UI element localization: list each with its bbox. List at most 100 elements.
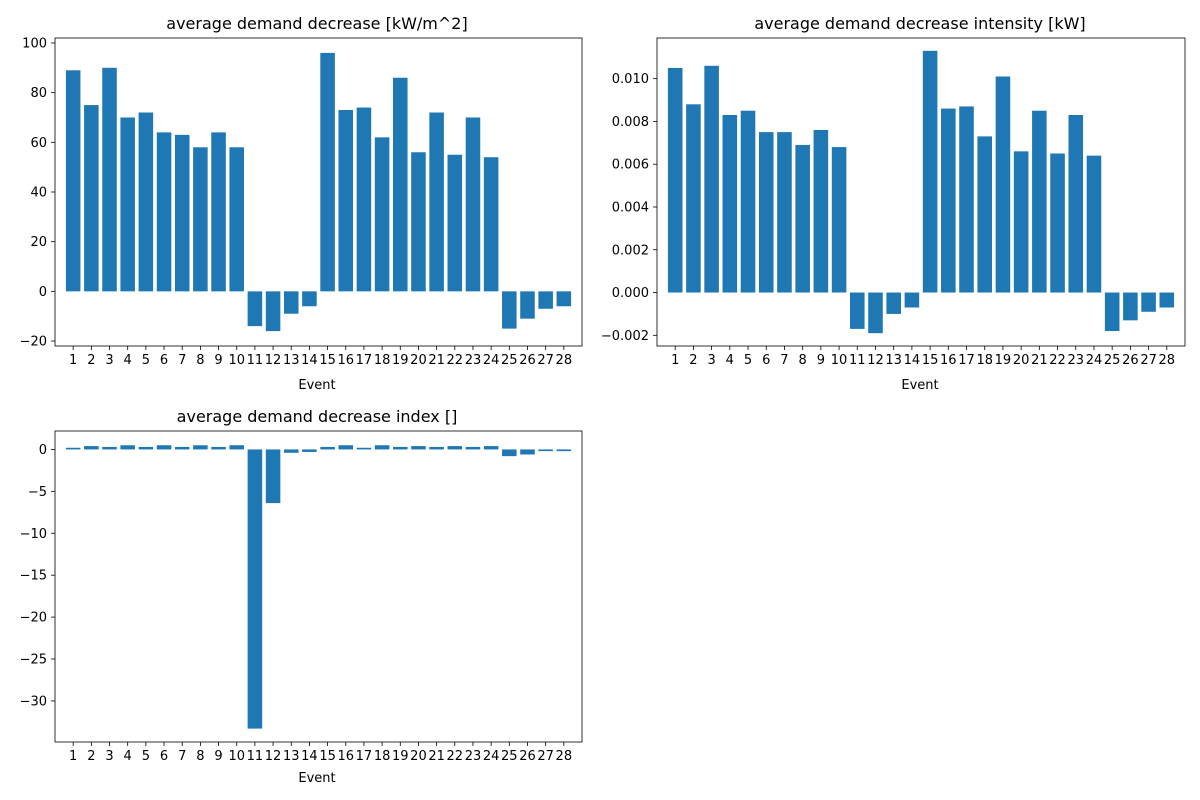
x-tick-label: 24	[483, 353, 500, 368]
x-tick-label: 18	[374, 749, 391, 764]
x-axis-label: Event	[901, 378, 938, 393]
y-tick-label: 40	[30, 186, 47, 201]
y-tick-label: 0.010	[612, 72, 649, 87]
bar-event-12	[265, 449, 281, 504]
bar-event-4	[722, 115, 738, 293]
x-tick-label: 7	[780, 353, 788, 368]
bar-event-5	[138, 446, 154, 450]
chart-title: average demand decrease intensity [kW]	[754, 14, 1085, 33]
bar-event-9	[211, 446, 226, 450]
x-tick-label: 1	[69, 353, 77, 368]
y-tick-label: 0.006	[612, 158, 649, 173]
x-tick-label: 2	[87, 353, 95, 368]
x-tick-label: 27	[537, 749, 554, 764]
bar-event-27	[1141, 292, 1156, 312]
bar-event-6	[758, 132, 774, 293]
x-tick-label: 14	[904, 353, 921, 368]
x-tick-label: 5	[744, 353, 752, 368]
bar-event-27	[538, 449, 553, 452]
bar-event-11	[849, 292, 865, 329]
x-tick-label: 16	[940, 353, 957, 368]
bar-event-24	[1086, 155, 1102, 293]
x-tick-label: 2	[87, 749, 95, 764]
bar-event-6	[156, 445, 172, 450]
bar-event-16	[338, 110, 354, 292]
x-tick-label: 7	[178, 353, 186, 368]
x-tick-label: 10	[228, 353, 245, 368]
y-tick-label: 60	[30, 136, 47, 151]
x-tick-label: 23	[465, 353, 482, 368]
y-tick-label: 20	[30, 235, 47, 250]
x-tick-label: 25	[501, 353, 518, 368]
bar-event-4	[120, 445, 135, 450]
chart-title: average demand decrease index []	[177, 407, 458, 426]
bar-event-6	[156, 132, 172, 292]
bar-event-1	[65, 447, 81, 450]
x-tick-label: 27	[1140, 353, 1157, 368]
bar-event-4	[120, 117, 135, 292]
x-tick-label: 4	[124, 749, 132, 764]
plot-frame	[54, 430, 583, 743]
y-tick-label: 80	[30, 86, 47, 101]
x-tick-label: 8	[196, 749, 204, 764]
x-tick-label: 13	[885, 353, 902, 368]
y-tick-label: −5	[28, 485, 47, 500]
bar-event-27	[538, 291, 553, 309]
bar-event-10	[229, 445, 244, 450]
bar-event-22	[447, 154, 463, 292]
x-tick-label: 28	[556, 749, 573, 764]
x-tick-label: 5	[142, 749, 150, 764]
bar-event-13	[283, 449, 299, 453]
bar-event-9	[211, 132, 226, 292]
x-tick-label: 1	[69, 749, 77, 764]
bar-event-24	[483, 157, 499, 292]
x-tick-label: 22	[447, 353, 464, 368]
bar-event-3	[102, 446, 117, 450]
x-tick-label: 3	[707, 353, 715, 368]
y-tick-label: 0.002	[612, 243, 649, 258]
bar-event-18	[374, 137, 390, 292]
bar-event-28	[556, 291, 572, 307]
x-tick-label: 13	[283, 353, 300, 368]
chart-title: average demand decrease [kW/m^2]	[166, 14, 467, 33]
x-tick-label: 18	[374, 353, 391, 368]
y-tick-label: 0.004	[612, 200, 649, 215]
bar-event-14	[302, 291, 317, 307]
x-tick-label: 22	[1049, 353, 1066, 368]
bar-event-1	[65, 70, 81, 292]
bar-event-24	[483, 446, 499, 450]
bar-event-2	[84, 446, 99, 450]
bar-event-15	[320, 52, 335, 292]
plot-frame	[656, 37, 1186, 347]
x-tick-label: 6	[160, 353, 168, 368]
bar-event-10	[831, 147, 847, 293]
x-tick-label: 18	[976, 353, 993, 368]
x-tick-label: 28	[556, 353, 573, 368]
x-tick-label: 15	[319, 353, 336, 368]
bar-event-17	[959, 106, 974, 293]
bar-event-13	[886, 292, 901, 314]
x-tick-label: 16	[337, 353, 354, 368]
y-tick-label: −15	[20, 569, 47, 584]
x-tick-label: 3	[105, 353, 113, 368]
x-tick-label: 9	[214, 749, 222, 764]
x-tick-label: 6	[762, 353, 770, 368]
bar-event-16	[338, 445, 354, 450]
bar-event-19	[995, 76, 1011, 293]
bar-event-13	[283, 291, 299, 314]
bar-event-25	[502, 449, 517, 457]
bar-event-19	[393, 77, 408, 292]
x-tick-label: 19	[995, 353, 1012, 368]
bar-event-17	[356, 107, 372, 292]
x-tick-label: 24	[483, 749, 500, 764]
bar-event-2	[686, 104, 701, 293]
bar-event-20	[411, 152, 426, 292]
bar-event-12	[868, 292, 883, 334]
bar-event-25	[1104, 292, 1120, 332]
bar-event-14	[904, 292, 920, 308]
y-tick-label: −10	[20, 527, 47, 542]
x-tick-label: 15	[922, 353, 939, 368]
bar-event-23	[465, 117, 481, 292]
